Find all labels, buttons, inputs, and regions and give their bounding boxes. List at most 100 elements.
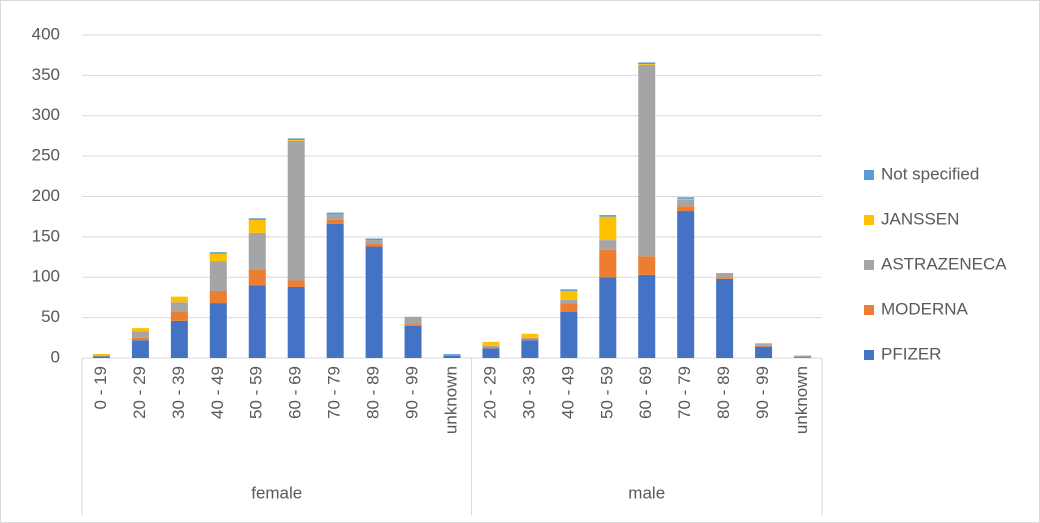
legend-label: MODERNA [881,299,969,318]
bar-segment [638,62,656,65]
bar-segment [794,357,812,358]
x-tick-label: 70 - 79 [325,366,344,419]
y-tick-label: 200 [32,186,60,205]
x-tick-label: 40 - 49 [558,366,577,419]
bar-segment [755,344,773,346]
bar-segment [131,328,149,332]
bar-segment [560,290,578,300]
bar-segment [365,243,383,247]
bar-segment [599,249,617,278]
x-tick-label: 90 - 99 [403,366,422,419]
bar-segment [599,277,617,358]
x-tick-label: 0 - 19 [91,366,110,409]
bar-segment [599,215,617,217]
bar-segment [326,212,344,215]
bar-segment [209,261,227,291]
bar-segment [599,216,617,241]
bar-segment [209,290,227,304]
group-label: male [628,483,665,502]
bar-segment [716,273,734,275]
bar-segment [131,331,149,338]
bar-segment [482,345,500,348]
bar-segment [638,256,656,275]
bar-segment [638,64,656,65]
bar-segment [677,198,695,200]
bar-segment [131,340,149,358]
bar-segment [443,354,461,356]
bar-segment [170,296,188,303]
bar-segment [677,206,695,212]
bar-segment [482,347,500,349]
bar-segment [560,303,578,312]
bar-segment [716,278,734,358]
bar-segment [92,355,110,357]
y-tick-label: 0 [51,347,60,366]
bar-segment [248,285,266,358]
x-tick-label: 30 - 39 [169,366,188,419]
x-tick-label: unknown [792,366,811,434]
y-tick-label: 50 [41,307,60,326]
bar-segment [716,277,734,279]
bar-segment [404,324,422,326]
bar-segment [248,232,266,270]
legend-label: ASTRAZENECA [881,254,1007,273]
bar-segment [287,139,305,141]
legend-swatch [864,305,874,315]
legend-swatch [864,170,874,180]
bar-segment [209,253,227,262]
bar-segment [677,211,695,358]
bar-segment [560,299,578,304]
legend-label: Not specified [881,164,979,183]
y-tick-label: 300 [32,105,60,124]
bar-segment [209,252,227,254]
bar-segment [677,199,695,207]
bar-segment [248,219,266,233]
bar-segment [638,274,656,358]
bar-segment [170,311,188,321]
legend-label: JANSSEN [881,209,959,228]
bar-segment [365,240,383,244]
bar-segment [521,337,539,339]
bar-segment [248,218,266,220]
bar-segment [755,345,773,347]
bar-segment [521,340,539,358]
bar-segment [365,246,383,358]
bar-segment [560,311,578,358]
legend-swatch [864,350,874,360]
bar-segment [521,333,539,338]
bar-segment [92,356,110,358]
bar-segment [131,337,149,341]
x-tick-label: 20 - 29 [480,366,499,419]
x-tick-label: 90 - 99 [753,366,772,419]
bar-segment [521,338,539,341]
bar-segment [482,341,500,346]
bar-segment [326,223,344,358]
legend-label: PFIZER [881,344,941,363]
y-tick-label: 250 [32,146,60,165]
legend-swatch [864,215,874,225]
x-tick-label: 60 - 69 [636,366,655,419]
bar-segment [287,140,305,281]
bar-segment [209,303,227,358]
y-tick-label: 350 [32,65,60,84]
bar-segment [170,320,188,358]
bar-segment [482,348,500,358]
bar-segment [287,138,305,140]
bar-segment [716,274,734,278]
bar-segment [638,64,656,257]
bar-segment [326,214,344,220]
bar-segment [326,219,344,224]
bar-segment [287,280,305,287]
y-tick-label: 100 [32,267,60,286]
bar-segment [365,238,383,241]
x-tick-label: 30 - 39 [519,366,538,419]
legend-swatch [864,260,874,270]
x-tick-label: 40 - 49 [208,366,227,419]
x-tick-label: 50 - 59 [597,366,616,419]
x-tick-label: 80 - 89 [714,366,733,419]
x-tick-label: 20 - 29 [130,366,149,419]
x-tick-label: unknown [441,366,460,434]
bar-segment [287,286,305,358]
x-tick-label: 80 - 89 [364,366,383,419]
